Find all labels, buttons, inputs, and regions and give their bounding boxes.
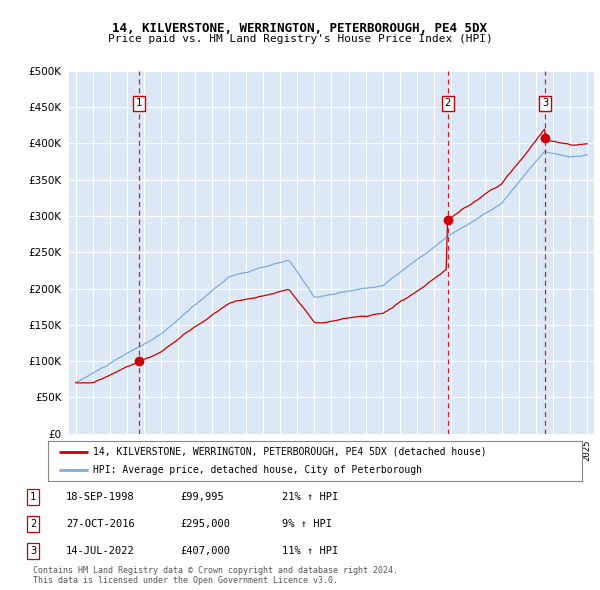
Text: HPI: Average price, detached house, City of Peterborough: HPI: Average price, detached house, City…: [94, 465, 422, 475]
Text: 1: 1: [30, 492, 36, 502]
Text: 3: 3: [30, 546, 36, 556]
Text: 1: 1: [136, 99, 142, 109]
Text: 11% ↑ HPI: 11% ↑ HPI: [282, 546, 338, 556]
Text: 3: 3: [542, 99, 548, 109]
Text: 2: 2: [445, 99, 451, 109]
Text: £407,000: £407,000: [180, 546, 230, 556]
Text: 2: 2: [30, 519, 36, 529]
Text: 14, KILVERSTONE, WERRINGTON, PETERBOROUGH, PE4 5DX (detached house): 14, KILVERSTONE, WERRINGTON, PETERBOROUG…: [94, 447, 487, 457]
Text: 14-JUL-2022: 14-JUL-2022: [66, 546, 135, 556]
Text: 27-OCT-2016: 27-OCT-2016: [66, 519, 135, 529]
Text: 9% ↑ HPI: 9% ↑ HPI: [282, 519, 332, 529]
Text: £295,000: £295,000: [180, 519, 230, 529]
Text: £99,995: £99,995: [180, 492, 224, 502]
Text: 21% ↑ HPI: 21% ↑ HPI: [282, 492, 338, 502]
Text: Price paid vs. HM Land Registry's House Price Index (HPI): Price paid vs. HM Land Registry's House …: [107, 34, 493, 44]
Text: 18-SEP-1998: 18-SEP-1998: [66, 492, 135, 502]
Text: 14, KILVERSTONE, WERRINGTON, PETERBOROUGH, PE4 5DX: 14, KILVERSTONE, WERRINGTON, PETERBOROUG…: [113, 22, 487, 35]
Text: Contains HM Land Registry data © Crown copyright and database right 2024.
This d: Contains HM Land Registry data © Crown c…: [33, 566, 398, 585]
